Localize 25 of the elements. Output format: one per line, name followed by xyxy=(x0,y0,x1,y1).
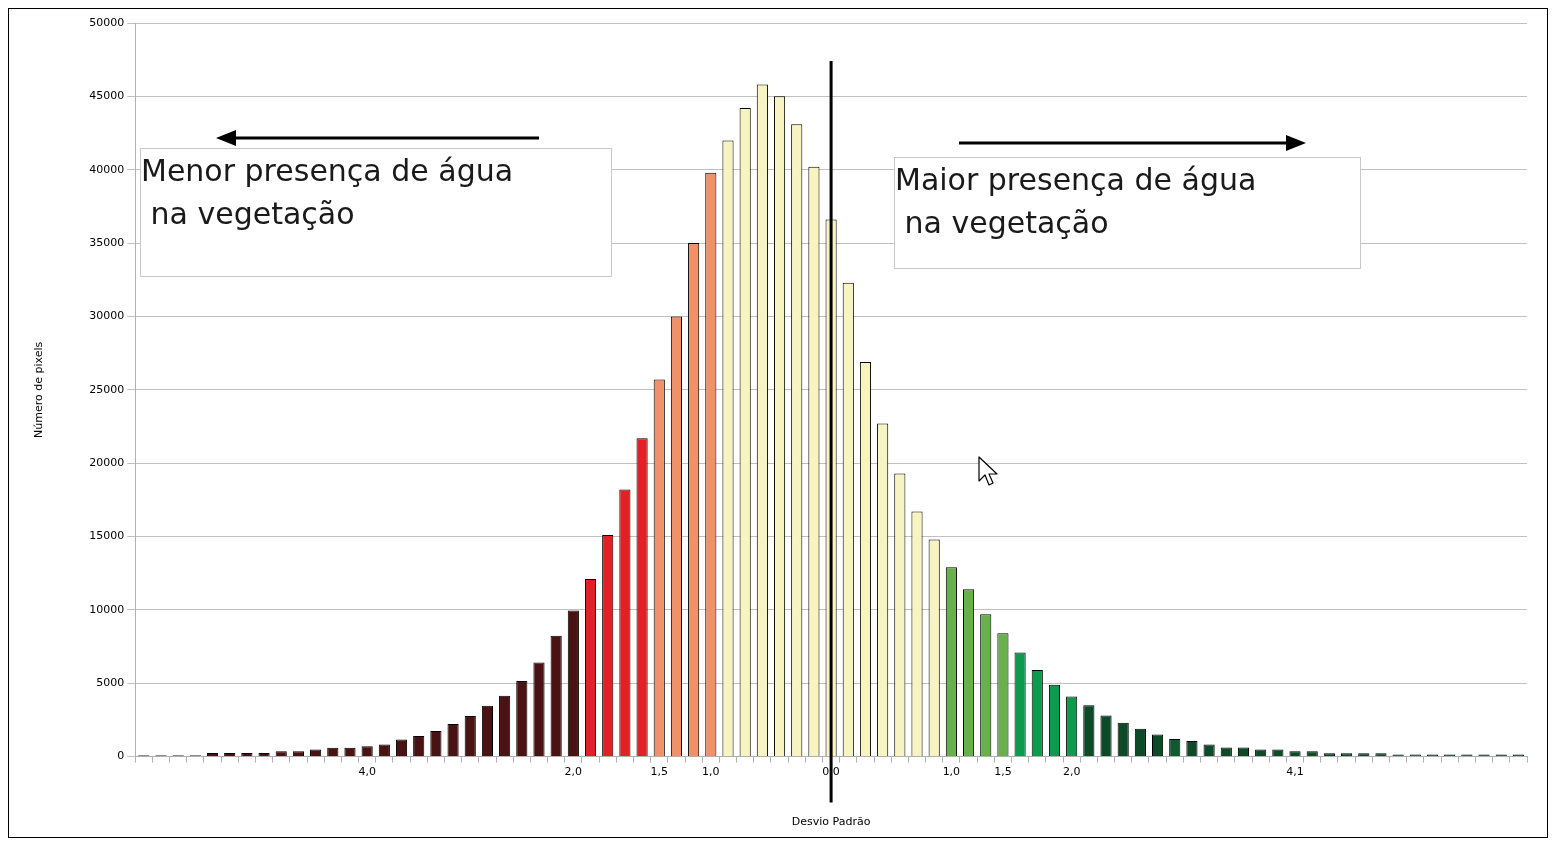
annotation: Menor presença de água na vegetação xyxy=(141,152,515,233)
y-tick-label: 50000 xyxy=(89,15,125,29)
text-box: Menor presença de água na vegetação xyxy=(140,148,612,277)
y-tick-label: 15000 xyxy=(89,529,125,543)
x-tick-label: 2,0 xyxy=(564,765,583,779)
y-tick-label: 45000 xyxy=(89,89,125,103)
x-tick-label: 1,0 xyxy=(942,765,961,779)
y-tick-label: 30000 xyxy=(89,309,125,323)
y-tick-label: 20000 xyxy=(89,456,125,470)
y-axis-title: Número de pixels xyxy=(32,341,46,438)
y-tick-label: 25000 xyxy=(89,382,125,396)
text-box: Maior presença de água na vegetação xyxy=(894,157,1361,269)
x-axis-title: Desvio Padrão xyxy=(791,815,871,829)
y-tick-label: 10000 xyxy=(89,602,125,616)
annotation: Maior presença de água na vegetação xyxy=(895,161,1258,242)
x-tick-label: 1,0 xyxy=(702,765,720,779)
x-tick-label: 4,0 xyxy=(358,765,376,779)
y-tick-label: 40000 xyxy=(89,162,125,176)
y-tick-label: 0 xyxy=(117,749,125,763)
x-tick-label: 2,0 xyxy=(1062,765,1081,779)
y-tick-label: 35000 xyxy=(89,235,125,249)
x-tick-label: 1,5 xyxy=(650,765,669,779)
y-tick-label: 5000 xyxy=(96,676,125,690)
x-tick-label: 1,5 xyxy=(994,765,1012,779)
x-tick-label: 4,1 xyxy=(1286,765,1304,779)
